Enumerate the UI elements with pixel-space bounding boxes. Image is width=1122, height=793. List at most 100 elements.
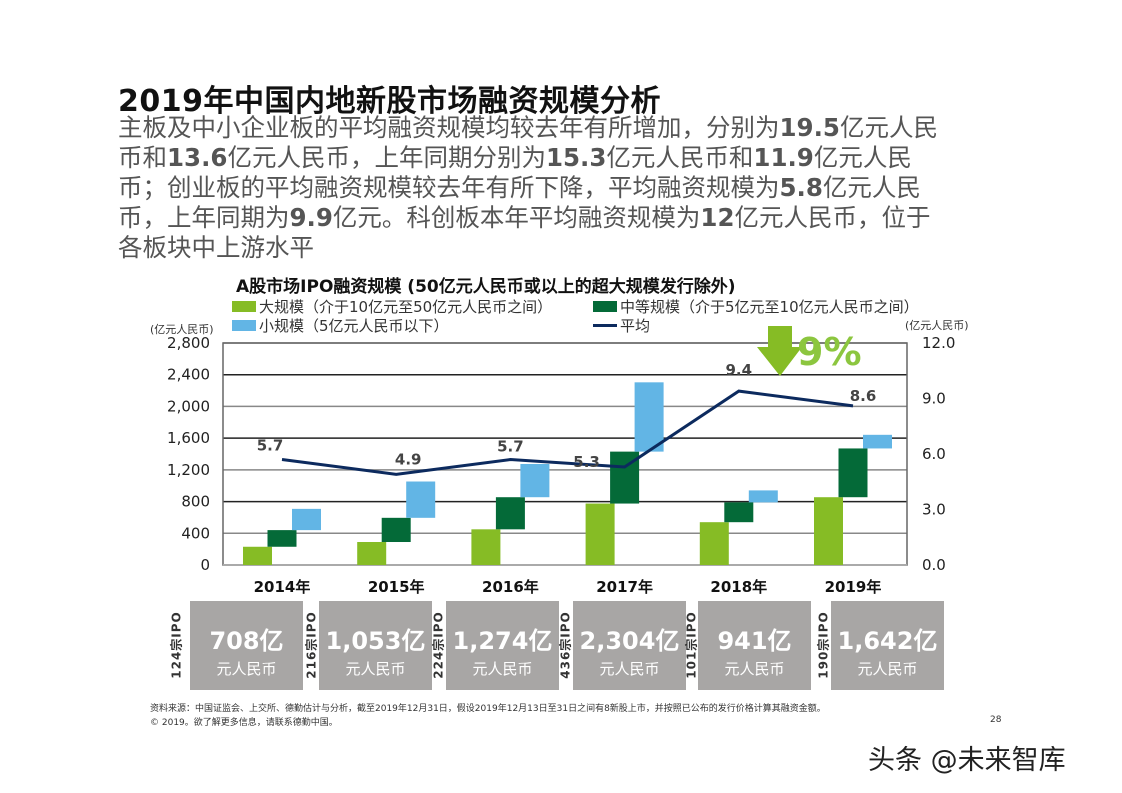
body-figure: 15.3 xyxy=(545,143,607,172)
x-tick-label: 2016年 xyxy=(482,578,539,596)
bar-medium xyxy=(381,517,411,543)
body-text: 亿元人民币和 xyxy=(606,143,754,172)
left-tick-label: 1,200 xyxy=(167,461,210,479)
body-line: 币和13.6亿元人民币，上年同期分别为15.3亿元人民币和11.9亿元人民 xyxy=(118,143,938,173)
copyright: © 2019。欲了解更多信息，请联系德勤中国。 xyxy=(150,718,338,728)
ipo-count-label: 101宗IPO xyxy=(684,611,699,679)
bar-medium xyxy=(495,497,525,530)
body-text: 币和 xyxy=(118,143,167,172)
body-line: 币；创业板的平均融资规模较去年有所下降，平均融资规模为5.8亿元人民 xyxy=(118,173,938,203)
right-tick-label: 0.0 xyxy=(922,556,946,574)
body-figure: 19.5 xyxy=(779,113,840,142)
legend-line-average xyxy=(593,324,617,327)
legend-swatch-medium xyxy=(593,301,617,312)
left-tick-label: 1,600 xyxy=(167,429,210,447)
left-tick-label: 2,400 xyxy=(167,366,210,384)
body-figure: 9.9 xyxy=(289,203,333,232)
slide-title: 2019年中国内地新股市场融资规模分析 xyxy=(118,84,661,119)
body-figure: 12 xyxy=(700,203,735,232)
total-currency: 元人民币 xyxy=(724,660,785,678)
ipo-count: 216宗IPO xyxy=(303,600,319,690)
bar-large xyxy=(585,503,615,565)
ipo-count-label: 124宗IPO xyxy=(169,611,184,679)
bar-small xyxy=(520,463,550,498)
bar-small xyxy=(863,434,892,449)
bar-small xyxy=(292,508,321,531)
watermark: 头条 @未来智库 xyxy=(868,745,1066,776)
legend-average: 平均 xyxy=(593,315,650,336)
bar-medium xyxy=(838,448,868,498)
total-amount: 1,274亿 xyxy=(452,627,553,655)
x-tick-label: 2014年 xyxy=(254,578,311,596)
total-amount: 1,053亿 xyxy=(325,627,426,655)
ipo-count: 190宗IPO xyxy=(815,600,831,690)
body-text: 亿元人民 xyxy=(822,173,921,202)
average-data-label: 4.9 xyxy=(395,450,422,468)
total-box: 1,053亿 元人民币 xyxy=(319,601,432,690)
total-currency: 元人民币 xyxy=(472,660,533,678)
legend-label: 中等规模（介于5亿元至10亿元人民币之间） xyxy=(620,298,919,316)
total-amount: 2,304亿 xyxy=(579,627,680,655)
bar-large xyxy=(814,497,843,565)
total-amount: 941亿 xyxy=(717,627,792,655)
average-data-label: 9.4 xyxy=(726,361,753,379)
total-currency: 元人民币 xyxy=(345,660,406,678)
total-box: 708亿 元人民币 xyxy=(190,601,303,690)
legend-label: 小规模（5亿元人民币以下） xyxy=(259,317,449,335)
average-data-label: 5.3 xyxy=(573,453,600,471)
legend-large: 大规模（介于10亿元至50亿元人民币之间） xyxy=(232,296,552,317)
total-box: 2,304亿 元人民币 xyxy=(573,601,686,690)
average-line xyxy=(281,389,854,476)
chart-title: A股市场IPO融资规模 (50亿元人民币或以上的超大规模发行除外) xyxy=(236,277,736,297)
legend-label: 平均 xyxy=(620,317,651,335)
legend-swatch-large xyxy=(232,301,256,312)
average-data-label: 5.7 xyxy=(497,438,524,456)
legend-label: 大规模（介于10亿元至50亿元人民币之间） xyxy=(259,298,553,316)
bar-large xyxy=(699,522,729,565)
body-line: 各板块中上游水平 xyxy=(118,233,938,263)
body-line: 主板及中小企业板的平均融资规模均较去年有所增加，分别为19.5亿元人民 xyxy=(118,113,938,143)
left-tick-label: 2,800 xyxy=(167,334,210,352)
ipo-count-label: 216宗IPO xyxy=(304,611,319,679)
right-tick-label: 12.0 xyxy=(922,334,955,352)
total-box: 941亿 元人民币 xyxy=(698,601,811,690)
left-tick-label: 800 xyxy=(181,493,210,511)
body-figure: 5.8 xyxy=(779,173,823,202)
right-tick-label: 9.0 xyxy=(922,390,946,408)
body-text: 亿元人民 xyxy=(839,113,938,142)
total-amount: 708亿 xyxy=(209,627,284,655)
bar-large xyxy=(243,546,272,565)
bar-small xyxy=(748,490,778,503)
left-tick-label: 2,000 xyxy=(167,397,210,415)
down-arrow-icon xyxy=(757,326,802,376)
legend-swatch-small xyxy=(232,320,256,331)
x-tick-label: 2018年 xyxy=(710,578,767,596)
average-data-label: 5.7 xyxy=(257,437,284,455)
body-text: 币；创业板的平均融资规模较去年有所下降，平均融资规模为 xyxy=(118,173,780,202)
body-text: 币，上年同期为 xyxy=(118,203,290,232)
total-amount: 1,642亿 xyxy=(837,627,938,655)
bar-large xyxy=(471,529,501,565)
legend-small: 小规模（5亿元人民币以下） xyxy=(232,315,449,336)
body-text: 亿元人民币，上年同期分别为 xyxy=(227,143,546,172)
ipo-count-label: 190宗IPO xyxy=(816,611,831,679)
left-axis-unit: (亿元人民币) xyxy=(150,323,214,336)
page-number: 28 xyxy=(990,715,1002,725)
x-tick-label: 2015年 xyxy=(368,578,425,596)
bar-small xyxy=(634,382,664,452)
right-tick-label: 3.0 xyxy=(922,501,946,519)
body-text: 亿元人民币，位于 xyxy=(734,203,931,232)
x-tick-label: 2019年 xyxy=(825,578,882,596)
ipo-count-label: 224宗IPO xyxy=(431,611,446,679)
left-tick-label: 400 xyxy=(181,524,210,542)
total-currency: 元人民币 xyxy=(216,660,277,678)
bar-large xyxy=(357,542,387,565)
body-line: 币，上年同期为9.9亿元。科创板本年平均融资规模为12亿元人民币，位于 xyxy=(118,203,938,233)
plot-frame xyxy=(222,342,908,566)
body-text: 各板块中上游水平 xyxy=(118,233,314,262)
bar-medium xyxy=(724,502,754,523)
ipo-count: 124宗IPO xyxy=(168,600,184,690)
x-tick-label: 2017年 xyxy=(596,578,653,596)
annotation-percent: 9% xyxy=(797,330,862,374)
